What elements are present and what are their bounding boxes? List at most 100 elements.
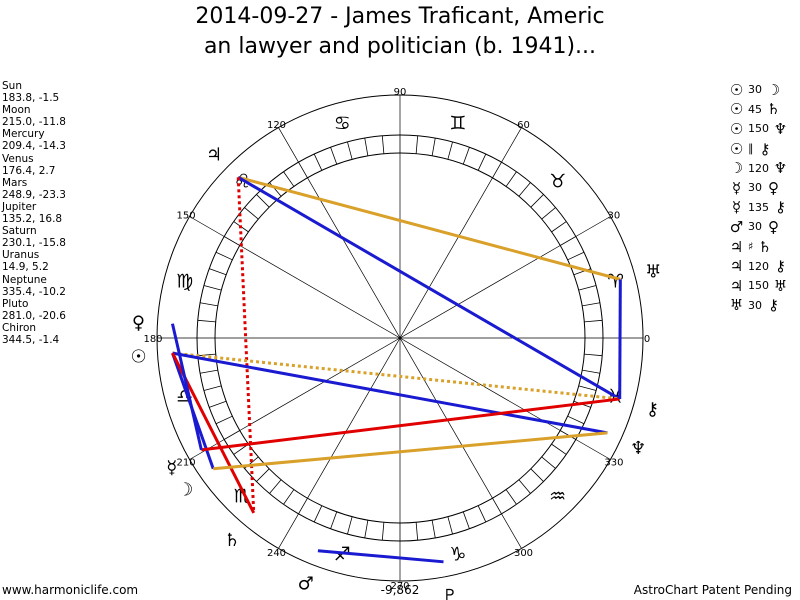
sign-divider xyxy=(189,216,225,237)
zodiac-sign-icon: ♉ xyxy=(549,170,566,192)
degree-tick xyxy=(364,138,369,156)
planet-position-uranus: 14.9, 5.2 xyxy=(2,261,49,274)
sun-glyph-icon: ☉ xyxy=(729,119,744,138)
planet-position-mercury: 209.4, -14.3 xyxy=(2,140,66,153)
mercury-glyph-icon: ☿ xyxy=(731,178,742,197)
aspect-row: ☉ 150 ♆ xyxy=(728,119,798,139)
aspect-row: ♅ 30 ⚷ xyxy=(728,296,798,316)
planet-name-chiron: Chiron xyxy=(2,321,37,334)
aspect-row: ☽ 120 ♆ xyxy=(728,158,798,178)
sign-divider xyxy=(278,127,299,163)
aspect-line xyxy=(172,351,608,435)
aspect-line xyxy=(170,323,203,451)
chiron-glyph-icon: ⚷ xyxy=(775,257,786,276)
degree-tick xyxy=(584,319,603,323)
moon-glyph-icon: ☽ xyxy=(766,80,781,99)
planet-position-mars: 248.9, -23.3 xyxy=(2,188,66,201)
aspect-line xyxy=(237,176,621,401)
zodiac-sign-icon: ♏ xyxy=(234,486,251,508)
neptune-glyph-icon: ♆ xyxy=(630,438,646,459)
degree-tick xyxy=(582,369,600,374)
sun-glyph-icon: ☉ xyxy=(729,100,744,119)
degree-tick xyxy=(209,400,227,408)
planet-position-moon: 215.0, -11.8 xyxy=(2,116,66,129)
degree-tick xyxy=(347,516,353,535)
aspect-row: ☿ 30 ♀ xyxy=(728,178,798,198)
degree-tick xyxy=(492,161,502,178)
aspect-value: 30 xyxy=(748,83,762,97)
aspect-line xyxy=(618,279,622,399)
venus-glyph-icon: ♀ xyxy=(132,313,145,334)
sign-divider xyxy=(278,513,299,549)
degree-tick xyxy=(223,430,240,440)
degree-tick xyxy=(518,479,531,494)
degree-tick xyxy=(462,147,470,165)
chiron-glyph-icon: ⚷ xyxy=(646,399,659,420)
uranus-glyph-icon: ♅ xyxy=(729,296,744,315)
degree-tick xyxy=(505,489,517,505)
degree-label: 90 xyxy=(394,87,407,98)
degree-tick xyxy=(223,236,240,246)
degree-label: 300 xyxy=(514,548,533,559)
degree-tick xyxy=(415,522,419,541)
planet-name-pluto: Pluto xyxy=(2,297,29,310)
planet-name-saturn: Saturn xyxy=(2,225,37,238)
aspect-value: 135 xyxy=(748,200,769,214)
degree-tick xyxy=(364,520,369,538)
planet-name-mars: Mars xyxy=(2,176,28,189)
footer-patent-note: AstroChart Patent Pending xyxy=(633,583,792,597)
degree-label: 30 xyxy=(608,211,621,222)
uranus-glyph-icon: ♅ xyxy=(645,262,661,283)
aspect-line xyxy=(172,351,620,401)
aspect-row: ♂ 30 ♀ xyxy=(728,217,798,237)
degree-tick xyxy=(551,221,567,233)
degree-tick xyxy=(541,456,556,469)
aspect-value: 45 xyxy=(748,102,762,116)
jupiter-glyph-icon: ♃ xyxy=(729,276,744,295)
degree-tick xyxy=(381,522,385,541)
planet-position-jupiter: 135.2, 16.8 xyxy=(2,213,63,226)
degree-tick xyxy=(298,161,308,178)
degree-tick xyxy=(203,385,222,391)
degree-tick xyxy=(256,468,270,482)
sun-glyph-icon: ☉ xyxy=(131,346,147,367)
aspect-value: 120 xyxy=(748,259,769,273)
degree-tick xyxy=(578,385,597,391)
degree-label: 120 xyxy=(267,120,286,131)
degree-tick xyxy=(197,319,216,323)
degree-tick xyxy=(431,520,436,538)
aspect-value: 150 xyxy=(748,279,769,293)
zodiac-sign-icon: ♊ xyxy=(449,113,466,135)
degree-tick xyxy=(347,141,353,160)
degree-tick xyxy=(215,251,233,261)
degree-tick xyxy=(492,498,502,515)
aspect-value: 120 xyxy=(748,161,769,175)
aspect-value: 30 xyxy=(748,220,762,234)
mars-glyph-icon: ♂ xyxy=(298,573,314,594)
aspect-value: 30 xyxy=(748,181,762,195)
aspect-row: ☉ ∥ ⚷ xyxy=(728,139,798,159)
degree-tick xyxy=(244,207,259,220)
aspect-row: ☉ 45 ♄ xyxy=(728,100,798,120)
aspect-line xyxy=(236,177,256,513)
aspect-line xyxy=(213,431,608,471)
degree-label: 60 xyxy=(517,120,530,131)
zodiac-sign-icon: ♑ xyxy=(449,543,466,565)
zodiac-sign-icon: ♒ xyxy=(549,486,566,508)
zodiac-sign-icon: ♍ xyxy=(176,270,193,292)
degree-label: 210 xyxy=(177,458,196,469)
degree-label: 150 xyxy=(177,211,196,222)
moon-glyph-icon: ☽ xyxy=(729,159,744,178)
moon-glyph-icon: ☽ xyxy=(177,479,193,500)
chart-score: -9,862 xyxy=(380,583,420,597)
degree-tick xyxy=(200,369,218,374)
degree-label: 0 xyxy=(644,334,650,345)
degree-tick xyxy=(415,135,419,154)
jupiter-glyph-icon: ♃ xyxy=(729,257,744,276)
pluto-glyph-icon: ♇ xyxy=(442,586,458,600)
degree-tick xyxy=(200,302,218,307)
degree-tick xyxy=(269,479,282,494)
sun-glyph-icon: ☉ xyxy=(729,80,744,99)
footer-website[interactable]: www.harmoniclife.com xyxy=(2,583,139,597)
